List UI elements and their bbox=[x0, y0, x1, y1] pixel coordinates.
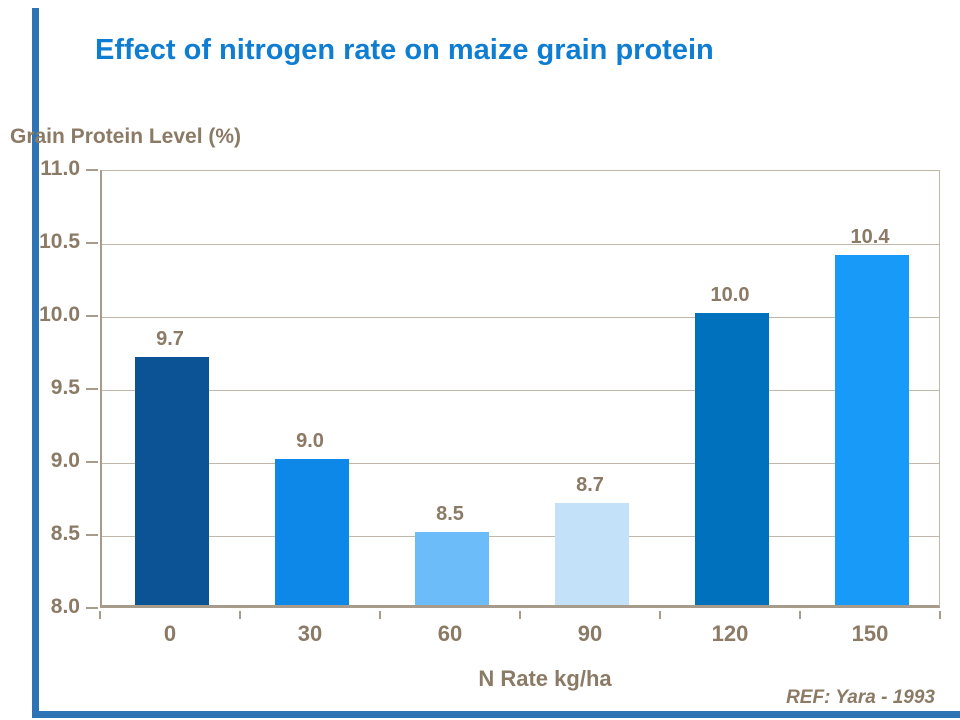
y-tick-mark bbox=[86, 315, 98, 317]
x-tick-mark bbox=[99, 611, 101, 619]
bar-value-label: 9.0 bbox=[296, 430, 324, 452]
gridline bbox=[102, 536, 939, 537]
chart-title: Effect of nitrogen rate on maize grain p… bbox=[95, 34, 714, 66]
gridline bbox=[102, 317, 939, 318]
y-tick-label: 10.0 bbox=[39, 303, 80, 326]
y-tick-mark bbox=[86, 461, 98, 463]
bottom-accent-stripe bbox=[32, 711, 960, 718]
y-tick-label: 8.0 bbox=[50, 595, 80, 618]
gridline bbox=[102, 463, 939, 464]
y-tick-label: 9.0 bbox=[50, 449, 80, 472]
y-tick-mark bbox=[86, 169, 98, 171]
y-axis-title: Grain Protein Level (%) bbox=[10, 125, 242, 148]
left-accent-stripe bbox=[32, 8, 39, 711]
x-tick-mark bbox=[379, 611, 381, 619]
bar-value-label: 9.7 bbox=[156, 327, 184, 350]
y-tick-label: 11.0 bbox=[40, 157, 80, 180]
y-tick-mark bbox=[86, 534, 98, 536]
y-tick-mark bbox=[86, 388, 98, 390]
y-tick-label: 10.5 bbox=[39, 230, 80, 253]
x-category-label: 60 bbox=[437, 621, 463, 646]
x-tick-mark bbox=[799, 611, 801, 619]
bar-60 bbox=[415, 532, 489, 605]
gridline bbox=[102, 244, 939, 245]
y-tick-label: 8.5 bbox=[50, 522, 80, 545]
bar-value-label: 10.4 bbox=[850, 225, 890, 248]
bar-0 bbox=[135, 356, 209, 605]
reference-note: REF: Yara - 1993 bbox=[786, 687, 935, 708]
y-tick-label: 9.5 bbox=[50, 376, 80, 399]
gridline bbox=[102, 390, 939, 391]
x-category-label: 0 bbox=[163, 621, 177, 646]
y-tick-mark bbox=[86, 242, 98, 244]
bar-value-label: 8.5 bbox=[436, 503, 464, 525]
bar-90 bbox=[555, 502, 629, 605]
x-tick-mark bbox=[239, 611, 241, 619]
x-tick-mark bbox=[519, 611, 521, 619]
bar-value-label: 10.0 bbox=[710, 284, 750, 306]
x-category-label: 30 bbox=[297, 621, 323, 646]
x-axis-title: N Rate kg/ha bbox=[478, 666, 612, 691]
x-category-label: 90 bbox=[577, 621, 603, 646]
x-tick-mark bbox=[659, 611, 661, 619]
x-tick-mark bbox=[939, 611, 941, 619]
x-category-label: 120 bbox=[711, 621, 749, 646]
bar-30 bbox=[275, 459, 349, 605]
x-category-label: 150 bbox=[851, 621, 889, 646]
plot-area bbox=[100, 170, 940, 608]
bar-value-label: 8.7 bbox=[576, 473, 604, 496]
bar-120 bbox=[695, 313, 769, 605]
bar-150 bbox=[835, 254, 909, 605]
y-tick-mark bbox=[86, 607, 98, 609]
